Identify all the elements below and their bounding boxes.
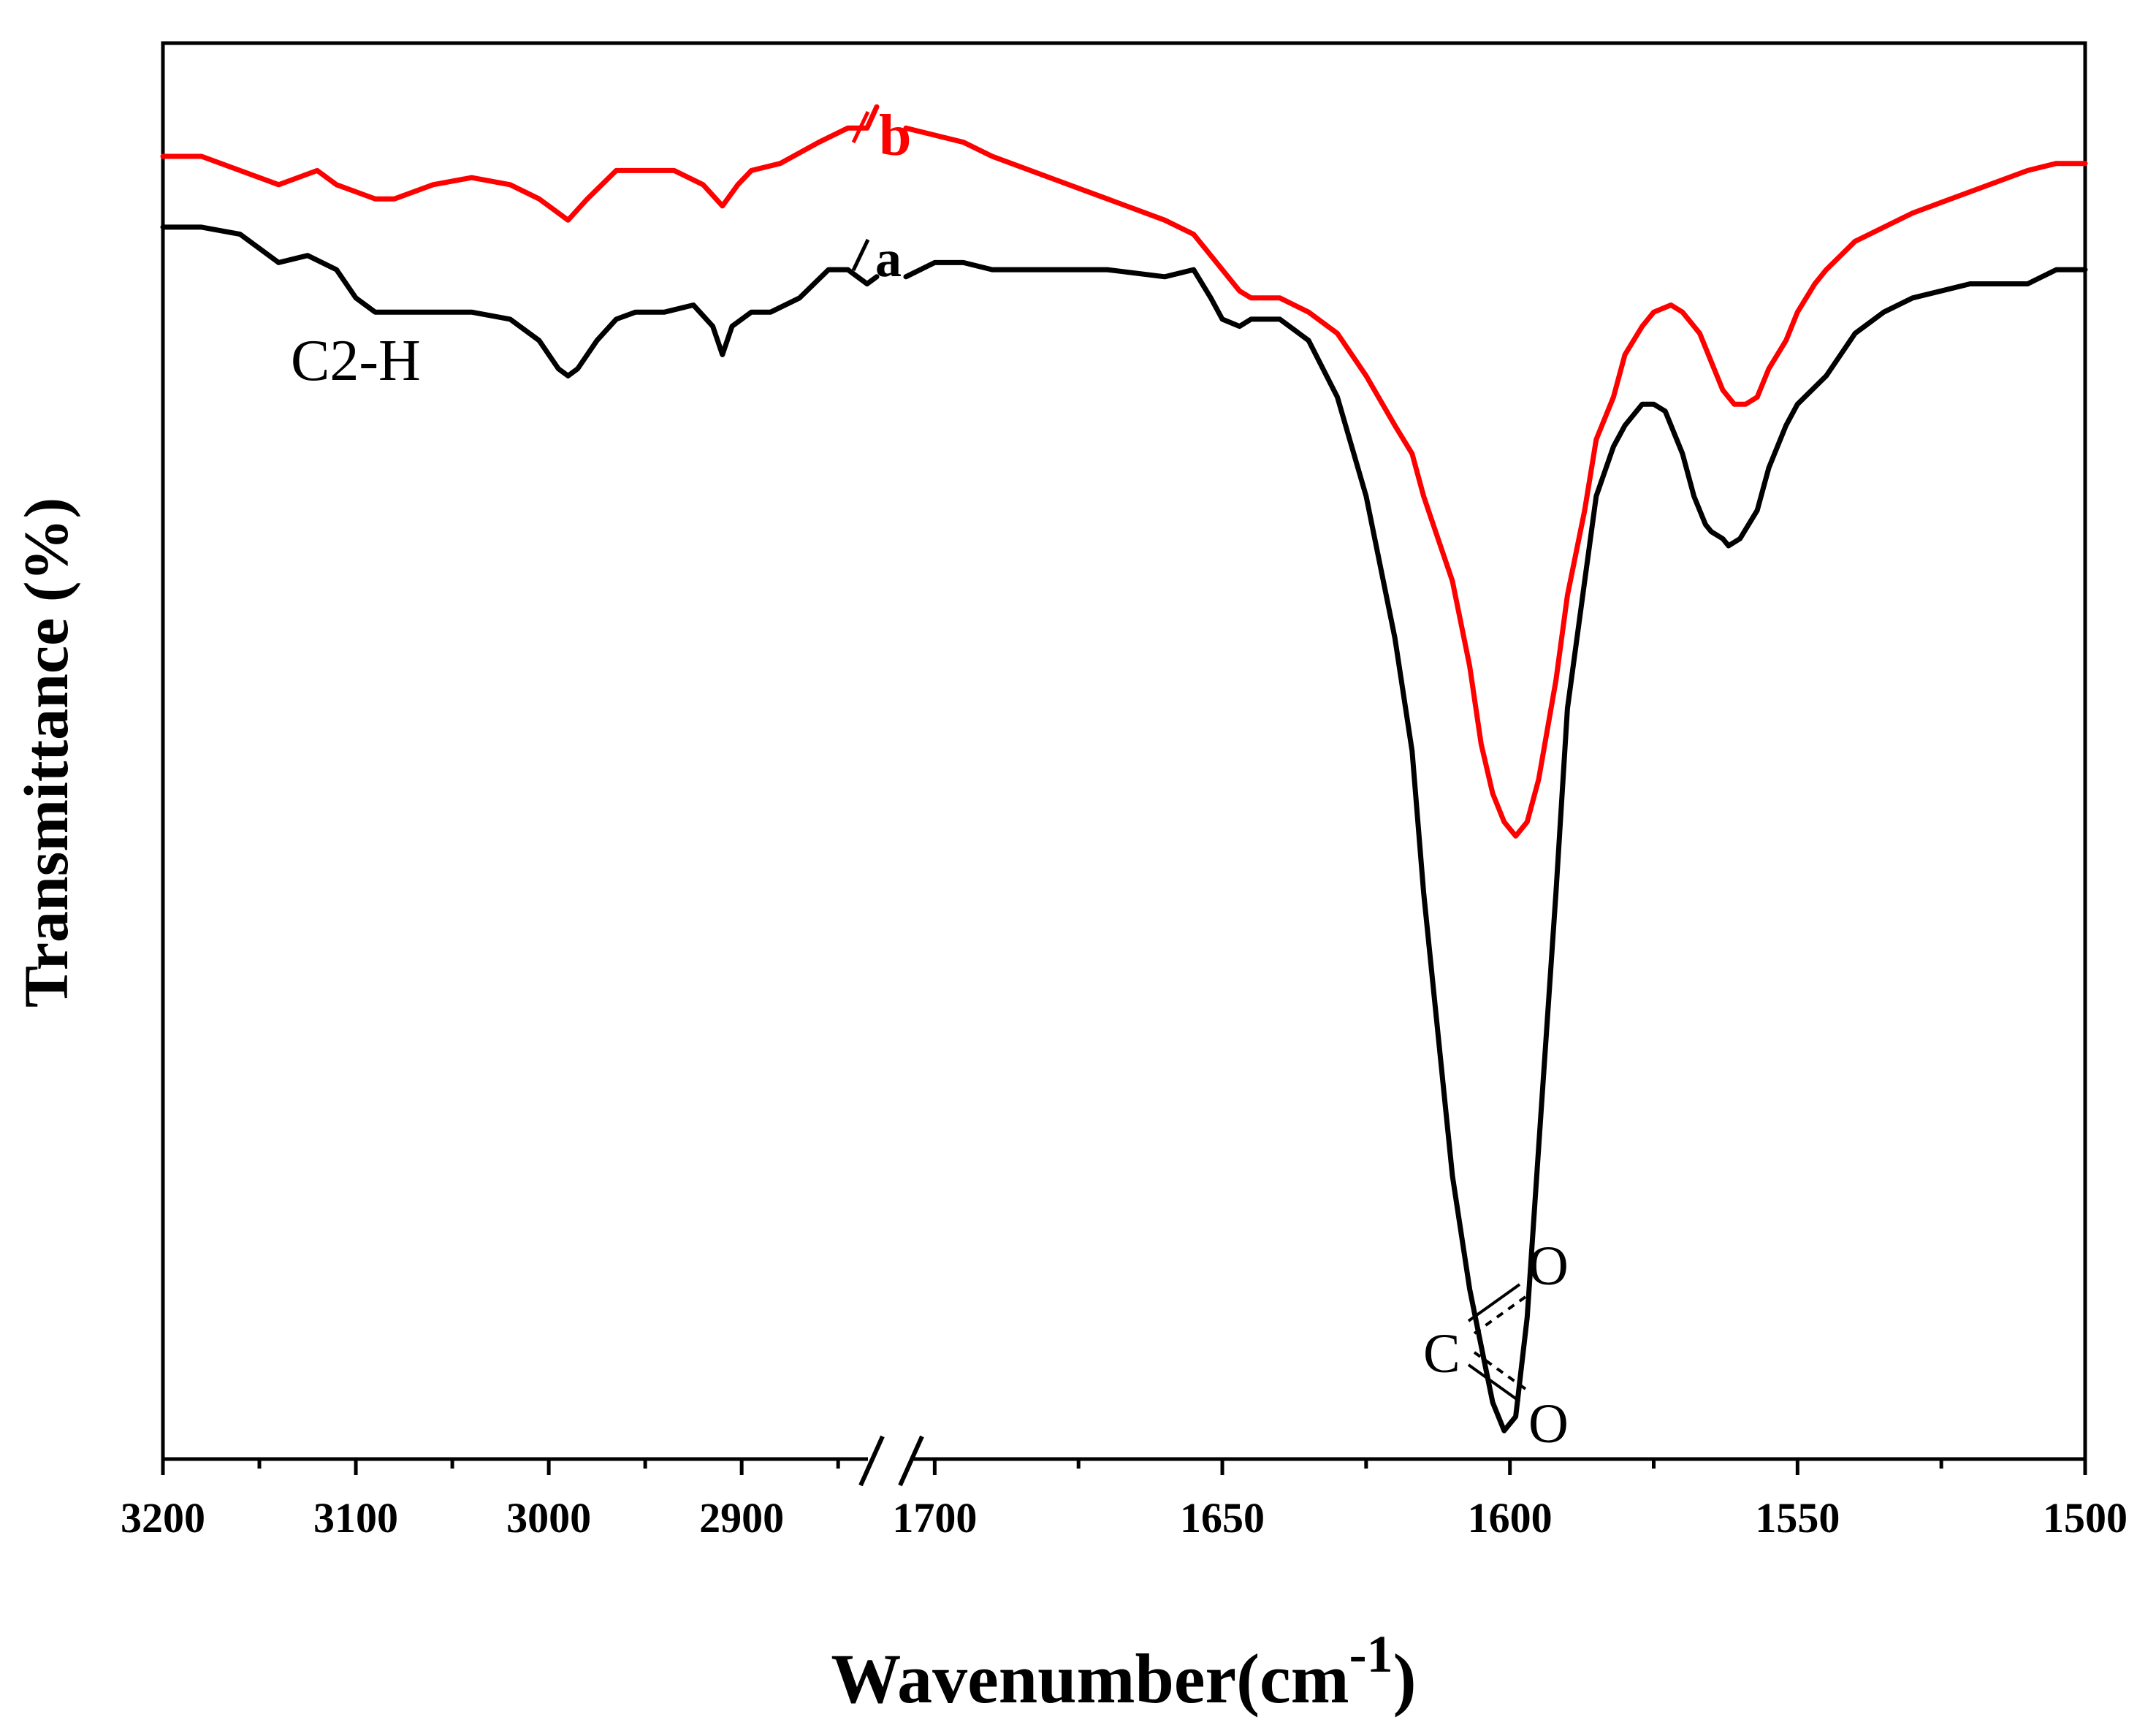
x-tick-label-3000: 3000	[506, 1494, 591, 1542]
x-axis-title: Wavenumber(cm-1)	[831, 1625, 1416, 1718]
data-gap-markers	[851, 110, 870, 272]
series-b-right-line	[903, 125, 2088, 839]
carboxylate-bond-bottom	[1467, 1363, 1521, 1403]
plot-frame	[161, 41, 2087, 1461]
carboxylate-o-top: O	[1528, 1235, 1569, 1297]
series-a-left-line	[160, 224, 880, 378]
data-gap-slash-b	[851, 110, 870, 144]
y-axis-title: Transmittance (%)	[11, 498, 81, 1008]
series-label-b: b	[879, 104, 912, 168]
series-b-left-line	[160, 104, 880, 223]
carboxylate-o-bottom: O	[1528, 1393, 1569, 1455]
series-a-right-line	[903, 259, 2088, 1433]
axis-break-slash-1	[858, 1435, 885, 1487]
series-label-a: a	[875, 229, 902, 288]
carboxylate-bond-top	[1467, 1283, 1521, 1322]
x-axis-title-superscript: -1	[1349, 1625, 1393, 1683]
carboxylate-c: C	[1423, 1323, 1460, 1385]
x-tick-label-1650: 1650	[1180, 1494, 1265, 1542]
x-axis-title-close: )	[1393, 1640, 1417, 1718]
x-ticks	[161, 1459, 2087, 1475]
x-tick-label-3100: 3100	[313, 1494, 398, 1542]
series-layer	[160, 104, 2088, 1433]
x-tick-label-1550: 1550	[1755, 1494, 1840, 1542]
x-tick-label-1600: 1600	[1468, 1494, 1553, 1542]
peak-label-c2h: C2-H	[291, 329, 421, 393]
carboxylate-structure: C O O	[1423, 1235, 1569, 1455]
axis-break-slash-2	[898, 1435, 924, 1487]
x-tick-label-3200: 3200	[121, 1494, 205, 1542]
x-axis-title-main: Wavenumber(cm	[831, 1640, 1349, 1718]
x-tick-label-1700: 1700	[892, 1494, 977, 1542]
x-tick-label-1500: 1500	[2043, 1494, 2128, 1542]
carboxylate-bond-top-dash	[1473, 1295, 1527, 1335]
carboxylate-bond-bottom-dash	[1473, 1351, 1527, 1390]
x-tick-labels: 3200 3100 3000 2900 1700 1650 1600 1550 1500	[121, 1494, 2128, 1542]
axis-break	[858, 1435, 924, 1487]
x-tick-label-2900: 2900	[699, 1494, 784, 1542]
data-gap-slash-a	[851, 238, 870, 272]
